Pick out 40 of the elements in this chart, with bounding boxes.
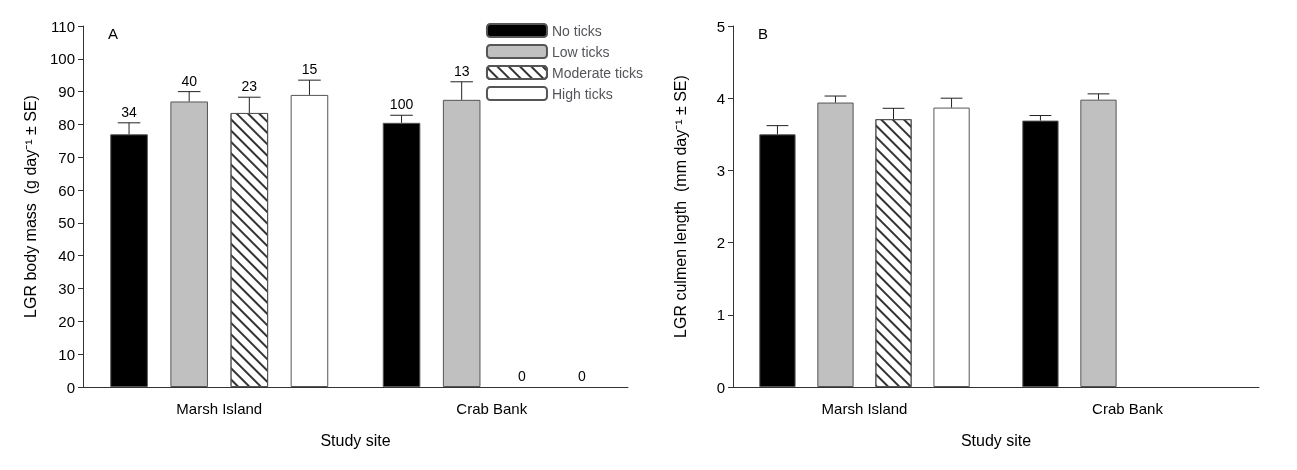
annotation: 34: [121, 103, 138, 120]
legend-label: No ticks: [551, 22, 602, 39]
x-tick-label: Crab Bank: [1092, 400, 1164, 417]
y-tick-label: 2: [716, 234, 725, 252]
legend-label: Low ticks: [551, 43, 610, 60]
y-tick-label: 110: [51, 17, 75, 35]
annotation: 0: [517, 368, 526, 384]
y-tick-label: 80: [58, 115, 75, 133]
annotation: A: [108, 25, 119, 42]
y-tick-label: 60: [58, 181, 75, 199]
y-tick-label: 10: [58, 345, 75, 363]
x-tick-label: Marsh Island: [176, 400, 263, 417]
x-axis-title: Study site: [960, 431, 1032, 449]
y-tick-label: 70: [58, 148, 75, 166]
annotation: 40: [181, 72, 198, 89]
annotation: 100: [389, 96, 414, 113]
y-tick-label: 3: [716, 161, 725, 179]
y-tick-label: 0: [716, 378, 725, 396]
y-tick-label: 40: [58, 247, 75, 265]
y-tick-label: 5: [716, 17, 725, 35]
y-tick-label: 50: [58, 214, 75, 232]
annotation: B: [758, 25, 769, 42]
x-axis-title: Study site: [320, 431, 391, 449]
legend-label: High ticks: [551, 85, 613, 102]
y-tick-label: 90: [58, 83, 75, 101]
y-axis-title: LGR culmen length (mm day⁻¹ ± SE): [671, 75, 689, 338]
y-axis-title: LGR body mass (g day⁻¹ ± SE): [21, 95, 39, 318]
legend-label: Moderate ticks: [551, 64, 644, 81]
x-tick-label: Crab Bank: [456, 400, 528, 417]
annotation: 13: [453, 62, 470, 79]
y-tick-label: 1: [716, 306, 725, 324]
annotation: 0: [578, 368, 587, 384]
y-tick-label: 100: [49, 50, 75, 68]
x-tick-label: Marsh Island: [821, 400, 908, 417]
y-tick-label: 30: [58, 280, 75, 298]
y-tick-label: 20: [58, 312, 75, 330]
annotation: 15: [301, 61, 318, 78]
annotation: 23: [241, 78, 258, 95]
y-tick-label: 0: [66, 378, 75, 396]
y-tick-label: 4: [716, 89, 725, 107]
